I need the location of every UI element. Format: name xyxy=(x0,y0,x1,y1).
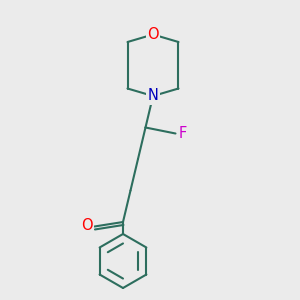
Text: N: N xyxy=(148,88,158,104)
Text: O: O xyxy=(147,27,159,42)
Text: F: F xyxy=(179,126,187,141)
Text: O: O xyxy=(81,218,93,232)
